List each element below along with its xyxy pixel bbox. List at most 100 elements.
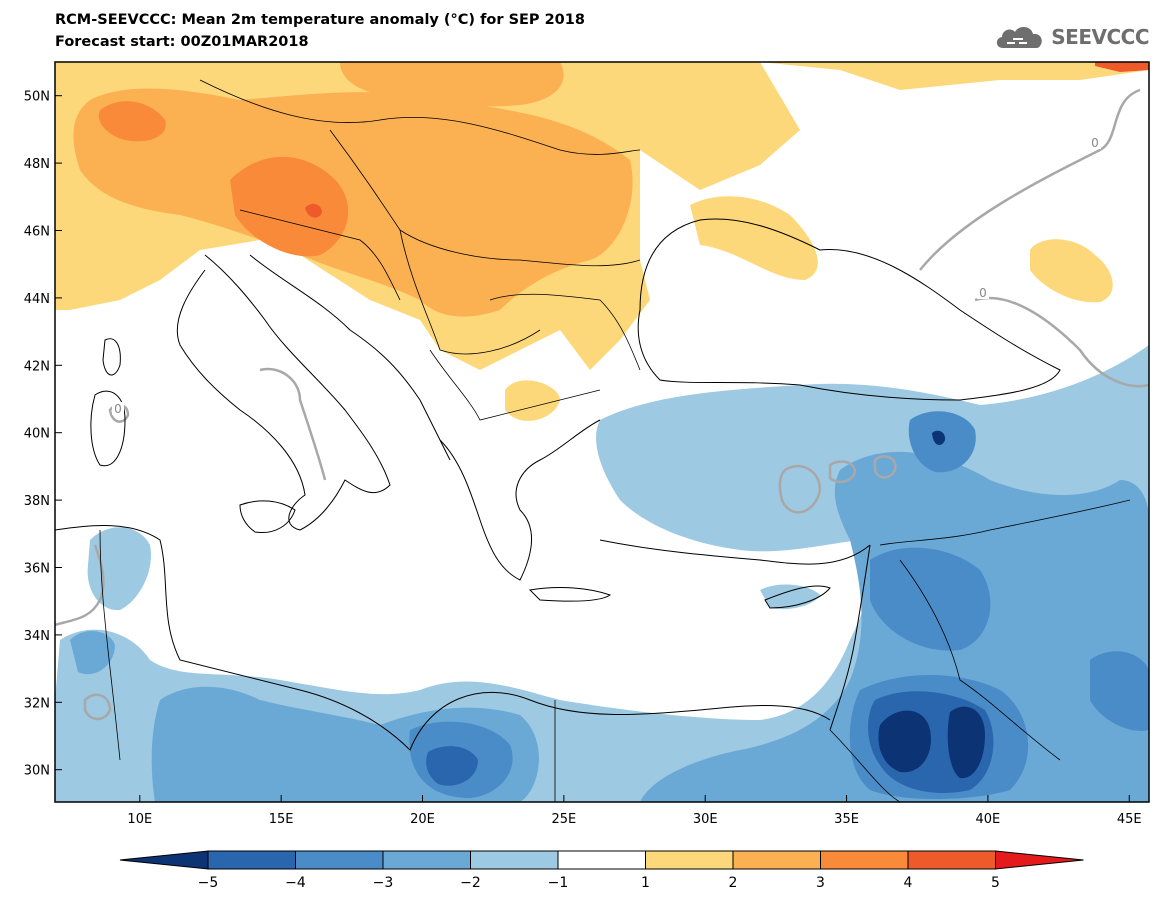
- cool3-area-east: [1090, 651, 1149, 731]
- cool-area-cyprus: [760, 584, 820, 610]
- colorbar-swatch: [295, 850, 384, 870]
- colorbar-swatch: [207, 850, 296, 870]
- coastline-adriatic: [249, 254, 451, 461]
- warm2-area-north: [340, 62, 564, 107]
- warm4-spot: [305, 203, 322, 218]
- cool-area-west: [87, 527, 151, 611]
- lat-tick-label: 40N: [24, 427, 50, 442]
- warm2-area: [73, 88, 633, 317]
- lat-tick-label: 38N: [24, 494, 50, 509]
- contour-line: [974, 296, 1149, 388]
- coastline-africa: [55, 525, 831, 751]
- colorbar-label: −1: [548, 875, 569, 891]
- coastline-sicily: [239, 500, 296, 534]
- border-line: [899, 559, 1061, 761]
- warm3-area: [230, 156, 349, 257]
- coastline-levant: [829, 544, 871, 731]
- lon-tick-label: 25E: [551, 812, 576, 827]
- border-line: [199, 79, 641, 155]
- colorbar-swatch: [820, 850, 909, 870]
- lat-tick-label: 32N: [24, 696, 50, 711]
- coastline-black-sea: [637, 218, 1061, 401]
- lat-tick-label: 44N: [24, 292, 50, 307]
- contour-line: [873, 455, 897, 479]
- contour-label: 0: [1091, 136, 1099, 150]
- contour-label-bg: [977, 286, 989, 299]
- logo-text: SEEVCCC: [1051, 25, 1149, 49]
- colorbar-swatch: [382, 850, 471, 870]
- colorbar-label: 1: [641, 875, 650, 891]
- contour-line: [259, 367, 327, 481]
- contour-label: 0: [114, 402, 122, 416]
- colorbar-label: 3: [816, 875, 825, 891]
- coastline-corsica: [102, 338, 121, 376]
- contour-line: [919, 88, 1141, 271]
- warm4-spot-ne: [1095, 62, 1149, 72]
- lon-tick-label: 40E: [976, 812, 1001, 827]
- lat-tick-label: 30N: [24, 764, 50, 779]
- lat-tick-label: 42N: [24, 359, 50, 374]
- colorbar-swatch: [470, 850, 559, 870]
- colorbar-swatch: [645, 850, 734, 870]
- country-borders: [99, 79, 1131, 802]
- cloud-icon: [997, 26, 1043, 48]
- cool5-area-west: [878, 710, 931, 773]
- contour-label-bg: [112, 402, 124, 415]
- contour-label: 0: [979, 286, 987, 300]
- map-title: RCM-SEEVCCC: Mean 2m temperature anomaly…: [55, 12, 585, 28]
- colorbar-label: 2: [729, 875, 738, 891]
- border-line: [879, 499, 1131, 546]
- seevccc-logo: SEEVCCC: [993, 22, 1149, 52]
- cool2-area-tunisia: [70, 630, 115, 675]
- lon-tick-label: 45E: [1117, 812, 1142, 827]
- contour-line: [55, 544, 105, 627]
- lat-tick-label: 36N: [24, 562, 50, 577]
- border-line: [829, 729, 901, 802]
- colorbar: −5 −4 −3 −2 −1 1 2 3 4 5: [119, 850, 1084, 891]
- border-line: [489, 293, 641, 371]
- coastline-cyprus: [764, 585, 831, 609]
- warm-area-aegean-north: [505, 380, 560, 421]
- lat-tick-label: 46N: [24, 225, 50, 240]
- lon-tick-label: 20E: [410, 812, 435, 827]
- border-line: [99, 529, 121, 761]
- lon-tick-label: 35E: [834, 812, 859, 827]
- coastline-turkey-south: [599, 539, 871, 565]
- colorbar-label: −2: [460, 875, 481, 891]
- warm3-area-2: [98, 101, 166, 142]
- colorbar-swatch: [732, 850, 821, 870]
- border-line: [239, 209, 401, 301]
- lon-tick-label: 15E: [269, 812, 294, 827]
- colorbar-label: −3: [373, 875, 394, 891]
- border-line: [429, 349, 601, 421]
- lon-tick-label: 30E: [693, 812, 718, 827]
- colorbar-swatch: [907, 850, 996, 870]
- colorbar-label: 5: [991, 875, 1000, 891]
- colorbar-arrow-left: [119, 850, 209, 870]
- shaded-field: [55, 62, 1149, 802]
- zero-contours: [55, 88, 1149, 721]
- colorbar-label: 4: [904, 875, 913, 891]
- cool5-area-east: [947, 706, 985, 779]
- cool3-area: [870, 547, 991, 651]
- contour-line: [83, 693, 112, 721]
- forecast-start: Forecast start: 00Z01MAR2018: [55, 34, 309, 50]
- colorbar-swatch: [557, 850, 646, 870]
- cool5-spot-north: [932, 430, 946, 446]
- longitude-axis: 10E 15E 20E 25E 30E 35E 40E 45E: [127, 795, 1142, 827]
- coastline-greece: [439, 419, 601, 581]
- coastline-crete: [528, 587, 612, 602]
- map-frame: [54, 61, 1150, 803]
- contour-label-bg: [1089, 136, 1101, 149]
- coastline-sardinia: [90, 390, 126, 467]
- colorbar-label: −4: [285, 875, 306, 891]
- lat-tick-label: 34N: [24, 629, 50, 644]
- coastlines: [55, 218, 1061, 751]
- contour-line: [828, 460, 857, 484]
- latitude-axis: 50N 48N 46N 44N 42N 40N 38N 36N 34N 32N 30N: [24, 90, 62, 779]
- lat-tick-label: 48N: [24, 157, 50, 172]
- colorbar-arrow-right: [995, 850, 1084, 870]
- border-line: [329, 129, 641, 267]
- border-line: [399, 229, 541, 355]
